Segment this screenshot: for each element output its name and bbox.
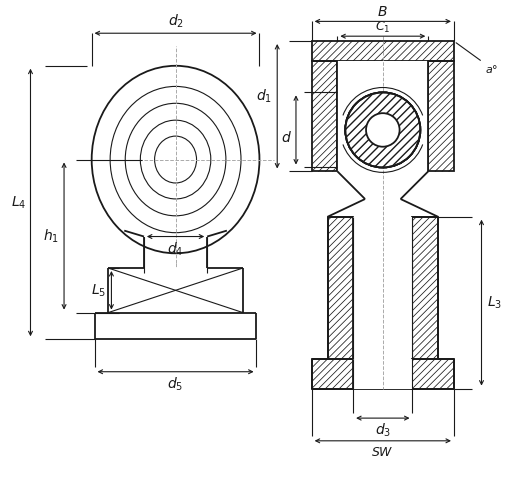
Bar [428, 61, 454, 171]
Text: $L_4$: $L_4$ [11, 195, 26, 211]
Bar [312, 41, 454, 61]
Bar [353, 217, 413, 359]
Text: $d_1$: $d_1$ [257, 88, 272, 105]
Text: $d_3$: $d_3$ [375, 421, 391, 439]
Bar [328, 217, 353, 359]
Text: $d_5$: $d_5$ [168, 376, 184, 393]
Bar [312, 359, 353, 388]
Text: $SW$: $SW$ [372, 446, 394, 459]
Circle shape [345, 92, 420, 167]
Circle shape [366, 113, 399, 147]
Text: $L_3$: $L_3$ [487, 294, 502, 311]
Bar [413, 217, 438, 359]
Bar [413, 359, 454, 388]
Bar [312, 61, 337, 171]
Circle shape [345, 92, 420, 167]
Text: $d_2$: $d_2$ [168, 13, 184, 30]
Text: $B$: $B$ [377, 4, 388, 19]
Text: $h_1$: $h_1$ [43, 228, 59, 245]
Bar [353, 359, 413, 388]
Bar [337, 61, 428, 171]
Circle shape [366, 113, 399, 147]
Text: $L_5$: $L_5$ [91, 283, 106, 299]
Text: $d$: $d$ [281, 130, 291, 145]
Text: $C_1$: $C_1$ [375, 20, 390, 35]
Text: $a°$: $a°$ [456, 43, 499, 75]
Text: $d_4$: $d_4$ [167, 241, 184, 258]
